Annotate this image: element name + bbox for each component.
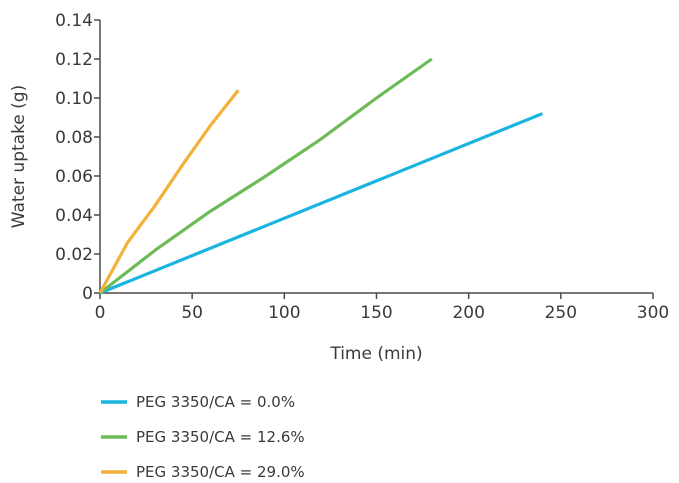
- y-tick-label: 0.02: [55, 245, 93, 265]
- legend-label-3: PEG 3350/CA = 29.0%: [136, 463, 305, 481]
- x-axis-title: Time (min): [329, 344, 422, 364]
- y-tick-label: 0.06: [55, 167, 93, 187]
- y-tick-label: 0.04: [55, 206, 93, 226]
- series-layer: [98, 57, 544, 295]
- legend-label-1: PEG 3350/CA = 0.0%: [136, 393, 295, 411]
- y-tick-label: 0.08: [55, 128, 93, 148]
- y-tick-label: 0.12: [55, 50, 93, 70]
- series-line-1: [99, 112, 544, 295]
- y-ticks: 0 0.02 0.04 0.06 0.08 0.10 0.12 0.14: [55, 11, 100, 304]
- x-tick-label: 0: [95, 303, 106, 323]
- axes: [99, 20, 653, 294]
- y-tick-label: 0.14: [55, 11, 93, 31]
- x-tick-label: 150: [360, 303, 392, 323]
- x-tick-label: 200: [452, 303, 484, 323]
- x-tick-label: 50: [181, 303, 203, 323]
- x-ticks: 0 50 100 150 200 250 300: [95, 293, 669, 323]
- y-tick-label: 0: [82, 284, 93, 304]
- y-tick-label: 0.10: [55, 89, 93, 109]
- x-tick-label: 100: [268, 303, 300, 323]
- x-tick-label: 250: [545, 303, 577, 323]
- x-tick-label: 300: [637, 303, 669, 323]
- legend-label-2: PEG 3350/CA = 12.6%: [136, 428, 305, 446]
- series-line-3: [98, 89, 240, 294]
- y-axis-title: Water uptake (g): [9, 85, 29, 228]
- series-line-2: [99, 57, 433, 295]
- legend: PEG 3350/CA = 0.0% PEG 3350/CA = 12.6% PEG…: [101, 393, 305, 481]
